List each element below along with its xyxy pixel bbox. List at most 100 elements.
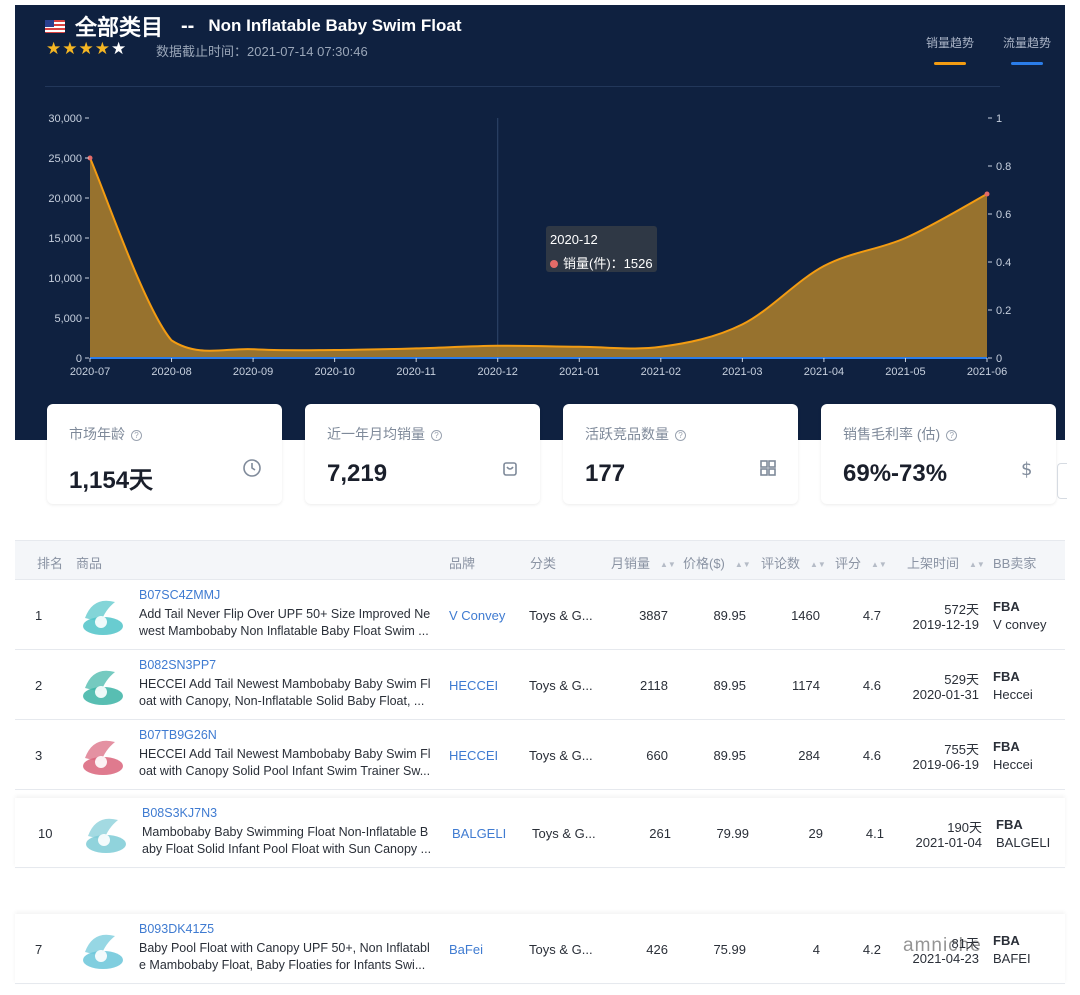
table-row[interactable]: 7 B093DK41Z5 Baby Pool Float with Canopy U… (15, 914, 1065, 984)
reviews: 1174 (792, 678, 820, 693)
legend-sales-swatch (934, 62, 966, 65)
listed-days: 190天 (947, 820, 982, 835)
product-title[interactable]: Baby Pool Float with Canopy UPF 50+, Non… (139, 940, 435, 974)
product-title[interactable]: HECCEI Add Tail Newest Mambobaby Baby Sw… (139, 746, 435, 780)
table-row[interactable]: 3 B07TB9G26N HECCEI Add Tail Newest Mambob… (15, 720, 1065, 790)
reviews: 4 (812, 942, 820, 957)
y-left-tick-label: 15,000 (48, 233, 82, 245)
help-icon[interactable]: ? (946, 430, 958, 441)
reviews: 1460 (791, 608, 820, 623)
data-timestamp: 数据截止时间：2021-07-14 07:30:46 (156, 44, 368, 59)
brand-link[interactable]: V Convey (449, 608, 506, 623)
col-product: 商品 (76, 556, 103, 571)
col-listed[interactable]: 上架时间 ▲▼ (907, 553, 985, 572)
x-tick-label: 2020-09 (233, 366, 273, 378)
legend-traffic-label: 流量趋势 (1003, 36, 1052, 50)
col-category: 分类 (530, 556, 557, 571)
sales-line (89, 157, 988, 352)
product-title[interactable]: HECCEI Add Tail Newest Mambobaby Baby Sw… (139, 676, 435, 710)
category: Toys & G... (529, 608, 593, 623)
kpi-monthly-sales: 近一年月均销量? 7,219 (305, 404, 540, 504)
scroll-edge (1057, 463, 1067, 499)
product-title-line: aby Float Solid Infant Pool Float with S… (142, 842, 432, 856)
monthly-sales: 3887 (639, 608, 668, 623)
x-tick-label: 2021-02 (641, 366, 681, 378)
sort-icon: ▲▼ (969, 560, 985, 569)
y-left-tick-label: 0 (76, 353, 82, 365)
brand-link[interactable]: HECCEI (449, 678, 499, 693)
brand-link[interactable]: HECCEI (449, 748, 499, 763)
product-thumbnail[interactable] (78, 806, 132, 860)
table-row[interactable]: 1 B07SC4ZMMJ Add Tail Never Flip Over UPF … (15, 580, 1065, 650)
header-divider (45, 86, 1000, 87)
bb-seller: BALGELI (996, 835, 1051, 850)
fba-badge: FBA (996, 817, 1023, 832)
title-separator: -- (181, 14, 195, 37)
product-title[interactable]: Mambobaby Baby Swimming Float Non-Inflat… (142, 824, 438, 858)
kpi-active-competitors: 活跃竞品数量? 177 (563, 404, 798, 504)
table-row[interactable]: 10 B08S3KJ7N3 Mambobaby Baby Swimming Floa… (15, 798, 1065, 868)
col-price[interactable]: 价格($) ▲▼ (683, 553, 751, 572)
table-header: 排名 商品 品牌 分类 月销量 ▲▼ 价格($) ▲▼ 评论数 ▲▼ 评分 ▲▼ 上架时… (15, 540, 1065, 580)
brand-link[interactable]: BaFei (449, 942, 483, 957)
kpi-value: 7,219 (327, 460, 388, 487)
bb-seller: V convey (993, 617, 1047, 632)
kpi-market-age: 市场年龄? 1,154天 (47, 404, 282, 504)
col-reviews-label: 评论数 (761, 556, 801, 571)
product-title-line: Baby Pool Float with Canopy UPF 50+, Non… (139, 941, 430, 955)
col-price-label: 价格($) (683, 556, 725, 571)
monthly-sales: 261 (649, 826, 671, 841)
legend-sales-trend[interactable]: 销量趋势 (926, 34, 974, 65)
row-rank: 3 (35, 748, 43, 763)
product-title[interactable]: Add Tail Never Flip Over UPF 50+ Size Im… (139, 606, 435, 640)
product-asin-link[interactable]: B07TB9G26N (139, 728, 217, 742)
title-row: 全部类目 -- Non Inflatable Baby Swim Float (45, 10, 461, 42)
help-icon[interactable]: ? (131, 430, 142, 441)
col-rating[interactable]: 评分 ▲▼ (835, 553, 887, 572)
legend-traffic-trend[interactable]: 流量趋势 (1003, 34, 1051, 65)
listed-date: 2021-04-23 (912, 951, 980, 966)
row-rank: 7 (35, 942, 43, 957)
sales-trend-chart[interactable]: 30,000 25,000 20,000 15,000 10,000 5,000 0 1 0.8… (15, 95, 1015, 385)
y-right-tick-label: 0.4 (996, 257, 1011, 269)
price: 89.95 (713, 678, 746, 693)
col-reviews[interactable]: 评论数 ▲▼ (761, 553, 826, 572)
help-icon[interactable]: ? (675, 430, 686, 441)
monthly-sales: 2118 (640, 678, 668, 693)
y-left-tick-label: 30,000 (48, 113, 82, 125)
product-asin-link[interactable]: B08S3KJ7N3 (142, 806, 218, 820)
kpi-label: 近一年月均销量 (327, 426, 425, 442)
y-right-tick-label: 0 (996, 353, 1002, 365)
y-left-tick-label: 5,000 (54, 313, 82, 325)
product-title-line: HECCEI Add Tail Newest Mambobaby Baby Sw… (139, 747, 431, 761)
product-thumbnail[interactable] (75, 728, 129, 782)
product-thumbnail[interactable] (75, 658, 129, 712)
product-thumbnail[interactable] (75, 922, 129, 976)
y-right-tick-label: 0.2 (996, 305, 1011, 317)
listed-days: 755天 (944, 742, 979, 757)
col-rating-label: 评分 (835, 556, 862, 571)
product-title-line: e Mambobaby Float, Baby Floaties for Inf… (139, 958, 426, 972)
y-left-tick-label: 20,000 (48, 193, 82, 205)
product-asin-link[interactable]: B082SN3PP7 (139, 658, 217, 672)
help-icon[interactable]: ? (431, 430, 442, 441)
tooltip-month: 2020-12 (550, 232, 598, 247)
tooltip-series: 销量(件)： (563, 256, 624, 271)
fba-badge: FBA (993, 933, 1020, 948)
product-asin-link[interactable]: B093DK41Z5 (139, 922, 215, 936)
y-left-tick-label: 25,000 (48, 153, 82, 165)
product-asin-link[interactable]: B07SC4ZMMJ (139, 588, 221, 602)
rating-stars: ★★★★★ (46, 39, 127, 59)
kpi-label: 市场年龄 (69, 426, 125, 442)
col-monthly-sales[interactable]: 月销量 ▲▼ (611, 553, 676, 572)
product-title-line: oat with Canopy, Non-Inflatable Solid Ba… (139, 694, 425, 708)
col-listed-label: 上架时间 (907, 556, 960, 571)
table-row[interactable]: 2 B082SN3PP7 HECCEI Add Tail Newest Mambob… (15, 650, 1065, 720)
rating: 4.6 (862, 748, 881, 763)
listed-days: 572天 (944, 602, 979, 617)
product-thumbnail[interactable] (75, 588, 129, 642)
bb-seller: Heccei (993, 687, 1033, 702)
brand-link[interactable]: BALGELI (452, 826, 507, 841)
sort-icon: ▲▼ (810, 560, 826, 569)
monthly-sales: 660 (646, 748, 668, 763)
